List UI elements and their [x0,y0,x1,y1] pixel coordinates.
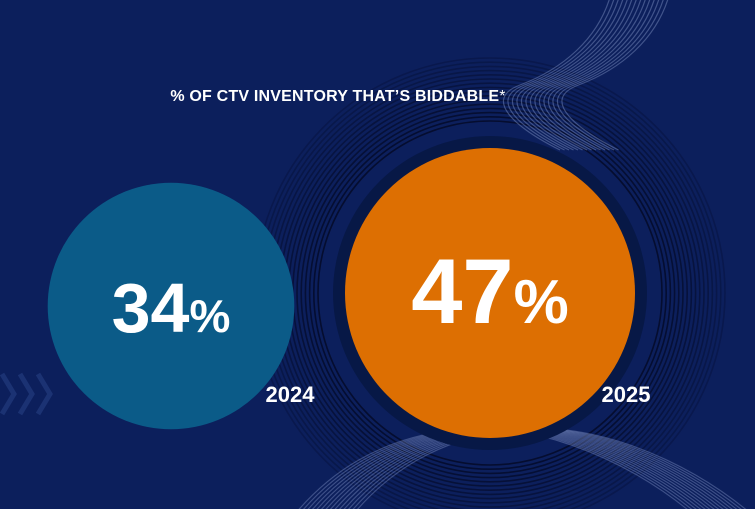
top-wave-line [516,0,624,151]
top-wave-line [543,0,651,151]
dark-ring-line [308,111,672,475]
bubble-2025 [345,148,635,438]
year-label: 2024 [266,382,316,407]
chart-title: % OF CTV INVENTORY THAT’S BIDDABLE* [0,88,676,106]
triple-chevron-right-icon [0,372,53,416]
top-wave-lines [503,0,669,151]
top-wave-line [530,0,637,151]
dark-ring-line [304,107,676,479]
top-wave-line [552,0,660,151]
top-wave-line [521,0,628,151]
top-wave-line [525,0,633,151]
title-footnote-mark: * [499,88,506,105]
dark-ring-line [312,116,667,470]
bubble-value-label: 47% [411,241,568,343]
top-wave-line [561,0,669,151]
top-wave-line [557,0,664,151]
year-label: 2025 [602,382,651,407]
dark-ring-line [296,99,684,487]
bubble-2024 [47,182,295,430]
bubble-value-label: 34% [112,269,231,347]
dark-ring-line [300,103,680,483]
dark-ring-line [317,120,663,466]
top-wave-line [539,0,646,151]
top-wave-line [503,0,610,151]
top-wave-line [534,0,642,151]
top-wave-line [512,0,619,151]
chart-title-text: % OF CTV INVENTORY THAT’S BIDDABLE [170,88,500,105]
top-wave-line [548,0,655,151]
top-wave-line [507,0,615,151]
